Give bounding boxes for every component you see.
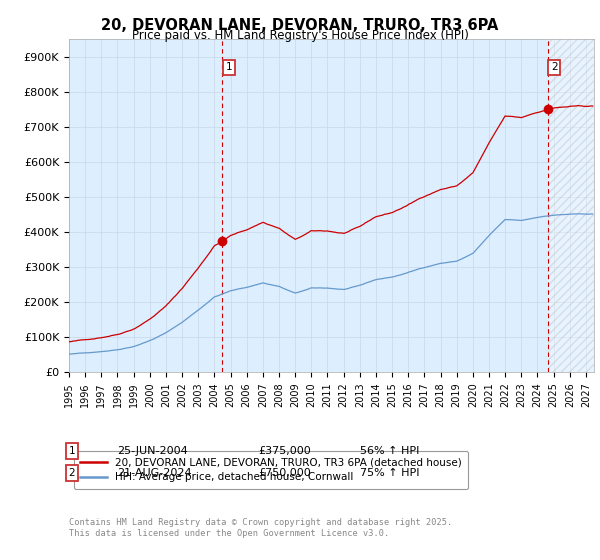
Legend: 20, DEVORAN LANE, DEVORAN, TRURO, TR3 6PA (detached house), HPI: Average price, : 20, DEVORAN LANE, DEVORAN, TRURO, TR3 6P…: [74, 451, 468, 489]
Text: £375,000: £375,000: [258, 446, 311, 456]
Text: 2: 2: [68, 468, 76, 478]
Text: £750,000: £750,000: [258, 468, 311, 478]
Text: 56% ↑ HPI: 56% ↑ HPI: [360, 446, 419, 456]
Text: 1: 1: [226, 62, 232, 72]
Text: 2: 2: [551, 62, 557, 72]
Text: 25-JUN-2004: 25-JUN-2004: [117, 446, 188, 456]
Text: 75% ↑ HPI: 75% ↑ HPI: [360, 468, 419, 478]
Text: 21-AUG-2024: 21-AUG-2024: [117, 468, 191, 478]
Text: Contains HM Land Registry data © Crown copyright and database right 2025.
This d: Contains HM Land Registry data © Crown c…: [69, 518, 452, 538]
Text: Price paid vs. HM Land Registry's House Price Index (HPI): Price paid vs. HM Land Registry's House …: [131, 29, 469, 42]
Text: 1: 1: [68, 446, 76, 456]
Text: 20, DEVORAN LANE, DEVORAN, TRURO, TR3 6PA: 20, DEVORAN LANE, DEVORAN, TRURO, TR3 6P…: [101, 18, 499, 33]
